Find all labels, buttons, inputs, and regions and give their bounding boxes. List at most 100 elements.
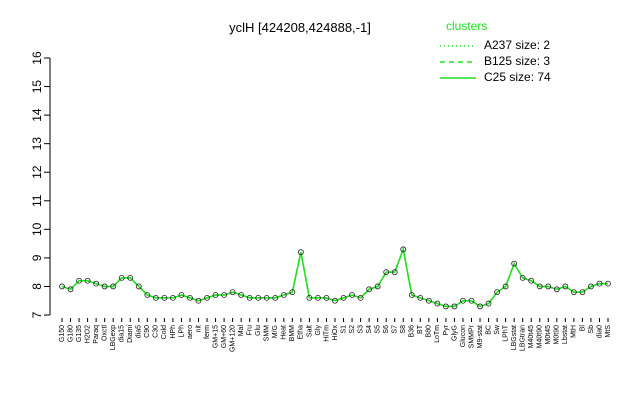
- data-point: [127, 274, 134, 281]
- data-point: [84, 277, 91, 284]
- x-tick-label: aero: [187, 325, 194, 339]
- y-tick-label: 9: [30, 254, 44, 261]
- data-point: [596, 280, 603, 287]
- data-point: [349, 292, 355, 298]
- data-point: [221, 292, 227, 298]
- data-point: [195, 297, 202, 304]
- data-point: [357, 294, 364, 301]
- data-point: [570, 289, 577, 296]
- y-tick-label: 14: [30, 108, 44, 122]
- x-tick-label: S3: [357, 325, 364, 334]
- x-tick-label: nit: [195, 325, 202, 332]
- x-tick-label: LPhT: [502, 324, 509, 341]
- data-point: [272, 294, 279, 301]
- x-tick-label: GM+120: [229, 325, 236, 352]
- data-point: [170, 294, 176, 301]
- x-tick-label: Diami: [127, 325, 134, 343]
- data-point: [135, 283, 142, 290]
- x-tick-label: ferm: [204, 325, 211, 339]
- legend-label: C25 size: 74: [484, 70, 551, 84]
- x-tick-label: S5: [375, 325, 382, 334]
- data-point: [238, 292, 245, 298]
- data-point: [451, 303, 458, 310]
- x-tick-label: Pyr: [443, 324, 450, 335]
- x-tick-label: S6: [383, 325, 390, 334]
- x-tick-label: S4: [366, 325, 373, 334]
- y-tick-label: 10: [30, 222, 44, 236]
- data-point: [605, 280, 611, 287]
- x-tick-label: dia5: [136, 325, 143, 338]
- x-tick-label: Cold: [161, 325, 168, 340]
- x-tick-label: LPh: [178, 325, 185, 338]
- data-point: [562, 283, 569, 290]
- x-tick-label: BC: [485, 325, 492, 335]
- data-point: [67, 286, 74, 293]
- data-point: [93, 280, 100, 287]
- data-point: [255, 294, 262, 301]
- x-tick-label: Gly: [315, 325, 322, 336]
- x-tick-label: Etha: [298, 325, 305, 340]
- x-tick-label: GM+60: [221, 325, 228, 348]
- data-point: [579, 289, 586, 296]
- x-tick-label: BT: [417, 324, 424, 334]
- y-tick-label: 7: [30, 311, 44, 318]
- x-tick-label: HiTm: [323, 325, 330, 342]
- x-tick-label: LBGexp: [110, 325, 117, 350]
- data-point: [528, 277, 535, 284]
- data-point: [400, 246, 407, 253]
- data-point: [315, 294, 321, 301]
- data-point: [323, 294, 330, 301]
- x-tick-label: G150: [59, 325, 66, 342]
- x-tick-label: HiOx: [332, 325, 339, 341]
- data-point: [152, 294, 159, 301]
- data-point: [588, 283, 594, 290]
- x-tick-label: B80: [426, 325, 433, 338]
- data-point: [297, 249, 304, 256]
- data-point: [536, 283, 543, 290]
- y-tick-label: 15: [30, 80, 44, 94]
- chart-title: yclH [424208,424888,-1]: [229, 20, 371, 35]
- y-tick-label: 8: [30, 283, 44, 290]
- data-point: [332, 297, 338, 304]
- data-point: [545, 283, 552, 290]
- x-tick-label: SMM: [264, 325, 271, 342]
- data-point: [178, 292, 185, 298]
- x-tick-label: S7: [392, 325, 399, 334]
- x-tick-label: S1: [340, 325, 347, 334]
- data-point: [59, 283, 65, 290]
- data-point: [110, 283, 117, 290]
- data-point: [502, 283, 509, 290]
- legend-label: A237 size: 2: [484, 38, 550, 52]
- x-tick-label: Paraq: [93, 325, 100, 344]
- data-point: [340, 294, 347, 301]
- legend-title: clusters: [446, 19, 487, 33]
- data-point: [263, 294, 270, 301]
- x-tick-label: M40t90: [537, 325, 544, 348]
- x-tick-label: Heat: [281, 325, 288, 340]
- data-point: [187, 294, 193, 301]
- data-point: [425, 297, 432, 304]
- data-point: [494, 289, 500, 296]
- data-point: [144, 292, 151, 298]
- y-tick-label: 13: [30, 137, 44, 151]
- x-tick-label: G135: [76, 325, 83, 342]
- data-point: [229, 289, 236, 296]
- x-tick-label: GM+15: [212, 325, 219, 348]
- x-tick-label: LoTm: [434, 325, 441, 343]
- data-point: [417, 294, 424, 301]
- x-tick-label: MtH: [571, 325, 578, 338]
- x-tick-label: M9-stat: [477, 325, 484, 348]
- x-tick-label: SMMPr: [468, 324, 475, 348]
- x-tick-label: H2O2: [84, 325, 91, 343]
- data-point: [366, 286, 373, 293]
- x-tick-label: C30: [153, 325, 160, 338]
- x-tick-label: HPh: [170, 325, 177, 339]
- data-point: [289, 289, 296, 296]
- x-tick-label: Mal: [238, 325, 245, 337]
- data-point: [118, 274, 125, 281]
- x-tick-label: Sb: [588, 325, 595, 334]
- x-tick-label: Glucon: [460, 325, 467, 347]
- x-tick-label: S8: [400, 325, 407, 334]
- series-line: [61, 246, 608, 308]
- y-tick-label: 16: [30, 51, 44, 65]
